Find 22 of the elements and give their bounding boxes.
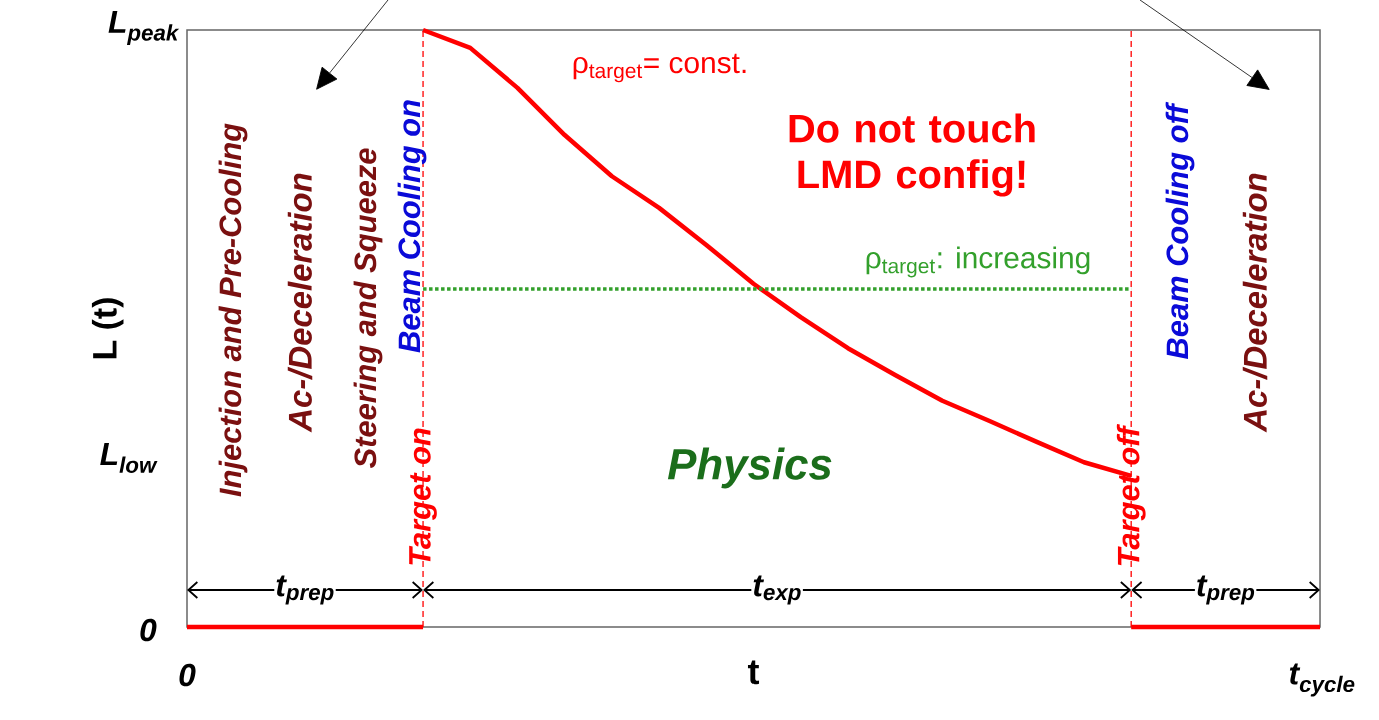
text: 0	[179, 663, 196, 687]
text: L$_{low}$	[100, 443, 158, 473]
annotation: t$_{exp}$	[753, 575, 801, 605]
annotation: Physics	[667, 447, 832, 489]
annotation: Target off	[1116, 424, 1146, 566]
series-label: ρ$_{target}$: increasing	[866, 246, 1090, 278]
annotation: t$_{prep}$	[1197, 575, 1255, 605]
annotation: Ac-/Deceleration	[1242, 173, 1268, 433]
series-label: ρ$_{target}$= const.	[573, 53, 746, 83]
annotation: Beam Cooling off	[1165, 101, 1195, 359]
annotation: Target on	[409, 428, 437, 565]
annotation: Do not touch LMD config!	[789, 113, 1035, 197]
annotation: Beam Cooling on	[397, 100, 427, 353]
annotation: Steering and Squeeze	[353, 148, 383, 469]
annotation: Injection and Pre-Cooling	[218, 123, 248, 497]
x-axis-title: t	[747, 660, 760, 685]
annotation: t$_{prep}$	[276, 575, 334, 605]
text: 0	[140, 618, 157, 642]
text: t$_{cycle}$	[1289, 663, 1355, 697]
annotation: Ac-/Deceleration	[287, 173, 313, 433]
text: L$_{peak}$	[108, 10, 180, 46]
y-axis-title: L (t)	[91, 298, 124, 359]
